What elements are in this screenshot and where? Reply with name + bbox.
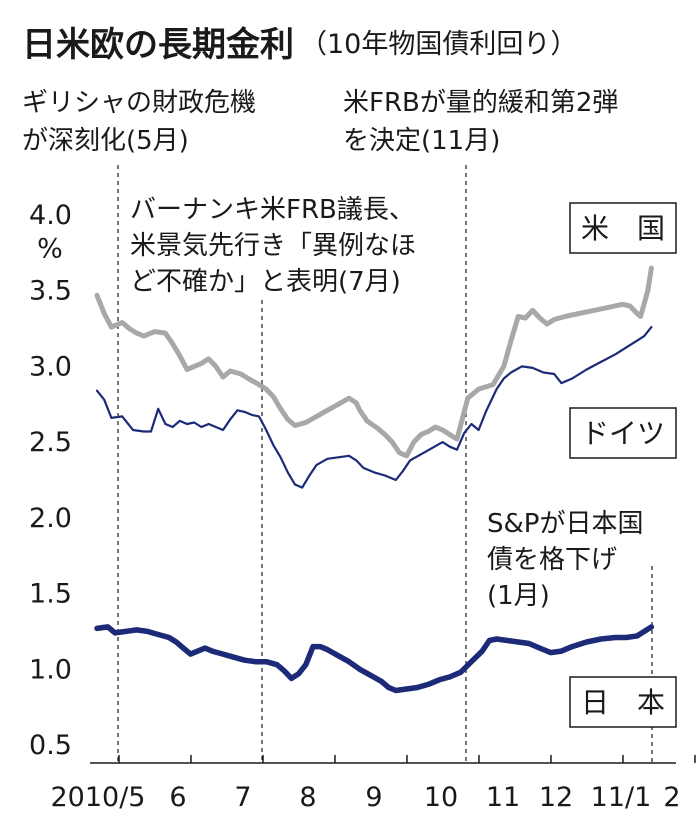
y-tick-label: 3.5 — [29, 276, 72, 307]
legend-us-label: 米 国 — [581, 212, 665, 245]
x-tick-label: 11 — [486, 782, 520, 813]
annotation-qe2: を決定(11月) — [343, 126, 500, 156]
series-line-germany — [95, 326, 653, 489]
y-tick-label: 4.0 — [29, 200, 72, 231]
legend-japan-label: 日 本 — [581, 686, 665, 719]
y-tick-label: 2.0 — [29, 503, 72, 534]
series-line-japan — [94, 624, 655, 694]
annotation-sp: S&Pが日本国 — [487, 509, 643, 539]
y-axis-unit: % — [37, 233, 63, 264]
x-tick-label: 2010/5 — [51, 782, 146, 813]
annotation-bernanke: 米景気先行き「異例なほ — [130, 231, 416, 261]
annotation-qe2: 米FRBが量的緩和第2弾 — [343, 88, 618, 118]
series-line-us — [94, 265, 654, 459]
annotation-sp: (1月) — [487, 581, 550, 611]
x-tick-label: 11/1 — [591, 782, 652, 813]
x-tick-label: 12 — [539, 782, 573, 813]
annotation-greece: ギリシャの財政危機 — [22, 88, 256, 118]
y-tick-label: 3.0 — [29, 351, 72, 382]
legend-germany-box — [569, 407, 677, 459]
axes: 4.0 3.5 3.0 2.5 2.0 1.5 1.0 0.5% 2010/5 6 7 8 9 10 11 1… — [29, 165, 696, 813]
legend-japan-box — [569, 676, 677, 728]
y-tick-label: 1.0 — [29, 654, 72, 685]
annotation-greece: が深刻化(5月) — [22, 126, 189, 156]
annotation-bernanke: バーナンキ米FRB議長、 — [130, 195, 415, 225]
y-tick-label: 0.5 — [29, 730, 72, 761]
x-tick-label: 9 — [365, 782, 382, 813]
annotation-bernanke: ど不確か」と表明(7月) — [130, 267, 401, 297]
y-tick-label: 2.5 — [29, 427, 72, 458]
chart-title: 日米欧の長期金利 — [22, 25, 294, 65]
x-tick-label: 2 — [663, 782, 680, 813]
x-tick-label: 8 — [299, 782, 316, 813]
series — [94, 265, 655, 694]
legend-germany-label: ドイツ — [581, 417, 665, 450]
x-tick-label: 6 — [169, 782, 186, 813]
legend-us-box — [569, 202, 677, 254]
annotation-sp: 債を格下げ — [487, 545, 617, 575]
x-tick-label: 10 — [424, 782, 458, 813]
y-tick-label: 1.5 — [29, 579, 72, 610]
x-tick-label: 7 — [234, 782, 251, 813]
chart-subtitle: （10年物国債利回り） — [300, 29, 577, 60]
